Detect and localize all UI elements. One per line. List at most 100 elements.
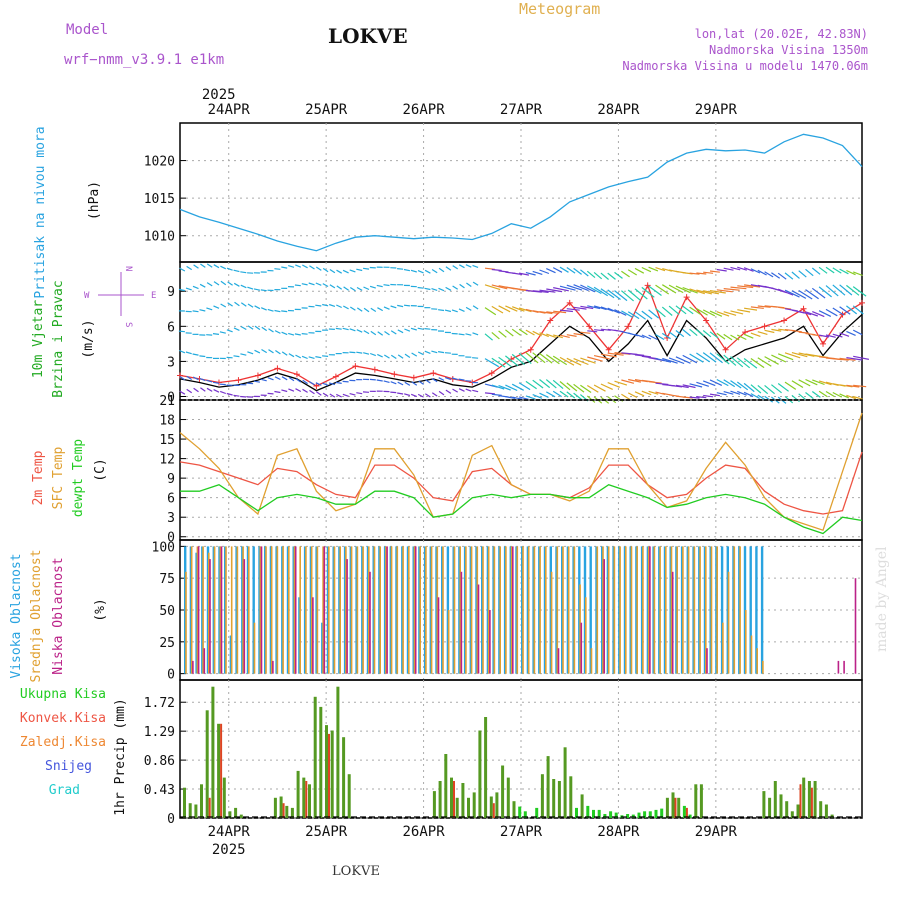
wind-arrow [730,380,742,389]
wind-arrow [274,390,281,394]
wind-arrow [689,272,700,275]
wind-arrow [682,329,691,337]
cloud-bar-niska [346,559,348,674]
cloud-bar-niska [272,660,274,674]
wind-arrow [716,289,733,293]
wind-arrow [518,272,530,276]
precip-bar [546,756,550,818]
precip-bar [597,809,601,818]
wind-arrow [343,305,349,310]
bottom-day-label: 24APR [208,824,251,840]
cloud-bar-srednja [687,546,690,674]
wind-arrow [702,309,716,317]
precip-bar [330,730,334,818]
gust-marker [605,346,612,353]
wind-arrow [641,286,655,298]
wind-arrow [518,307,532,313]
wind-arrow [668,331,678,339]
wind-arrow [839,268,849,275]
wind-arrow [329,284,336,289]
wind-arrow [315,266,322,271]
cloud-bar-srednja [647,546,650,674]
wind-arrow [634,354,651,358]
wind-arrow [484,333,493,341]
precip-bar [540,774,544,818]
wind-arrow [696,396,707,399]
wind-arrow [621,310,633,318]
cloud-bar-srednja [270,546,273,674]
wind-arrow [491,284,508,290]
cloud-bar-srednja [522,546,524,674]
precip-bar [654,809,658,818]
conv-precip-bar [799,784,802,818]
wind-arrow [641,266,652,273]
cloud-bar-srednja [396,546,399,674]
wind-arrow [593,355,610,360]
wind-arrow [580,331,591,334]
wind-arrow [491,268,502,272]
wind-arrow [696,307,708,316]
wind-arrow [757,384,769,395]
gust-marker [586,323,593,330]
cloud-bar-srednja [539,546,541,674]
cloud-bar-visoka [355,546,358,674]
wind-arrow [621,290,634,302]
wind-arrow [336,285,343,290]
cloud-bar-niska [414,546,417,674]
precip-bar [557,781,561,818]
wind-arrow [431,268,438,274]
wind-arrow [675,330,685,338]
wind-arrow [600,288,615,299]
y-axis-label: 10m Vjetar [31,300,46,378]
wind-arrow [349,328,356,332]
gust-marker [352,363,359,370]
y-tick-label: 1010 [144,230,175,245]
conv-precip-bar [674,797,677,818]
precip-bar [677,797,681,818]
cloud-bar-srednja [436,546,439,674]
gust-marker [391,371,398,378]
top-day-label: 25APR [305,102,348,118]
wind-arrow [846,384,860,388]
cloud-bar-visoka [195,552,198,674]
wind-arrow [227,302,233,307]
wind-arrow [757,269,767,276]
y-axis-label: dewpt Temp [71,439,86,517]
precip-bar [575,807,578,818]
wind-arrow [696,381,709,387]
wind-arrow [424,328,431,330]
wind-arrow [200,387,206,392]
wind-arrow [301,333,308,335]
cloud-bar-srednja [253,622,256,674]
wind-arrow [709,393,720,397]
wind-arrow [491,393,502,396]
wind-arrow [662,357,678,364]
wind-arrow [274,268,281,270]
cloud-bar-srednja [242,546,244,674]
wind-arrow [465,333,472,336]
cloud-bar-srednja [402,546,404,674]
wind-arrow [614,380,628,386]
wind-arrow [213,305,220,309]
precip-bar [342,737,346,818]
wind-arrow [247,303,254,308]
altitude-label: Nadmorska Visina 1350m [709,43,868,57]
wind-arrow [240,325,247,331]
wind-arrow [791,271,800,279]
gust-marker [722,346,729,353]
cloud-bar-srednja [665,546,667,674]
gust-marker [177,372,183,379]
wind-arrow [593,286,609,297]
precip-bar [308,784,311,818]
wind-arrow [193,387,199,393]
top-day-label: 29APR [695,102,738,118]
wind-arrow [743,358,758,369]
wind-arrow [573,392,582,400]
cloud-bar-srednja [607,546,610,674]
precip-bar [285,805,289,818]
y-axis-unit: (C) [93,458,108,481]
wind-arrow [438,267,445,273]
gust-marker [235,377,242,384]
wind-arrow [484,284,501,291]
wind-arrow [539,289,556,293]
